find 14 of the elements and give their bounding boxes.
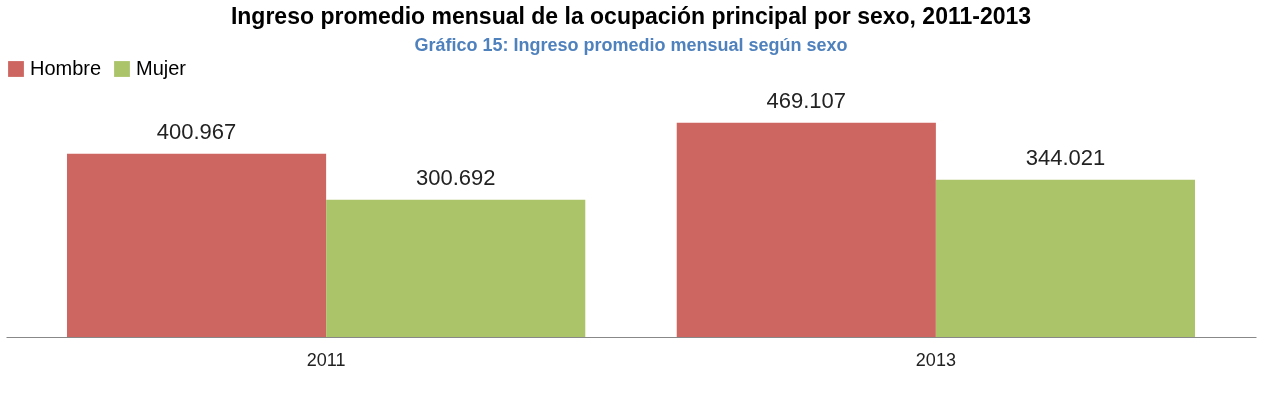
chart-title: Ingreso promedio mensual de la ocupación principal por sexo, 2011-2013 (230, 3, 1032, 29)
bar (326, 199, 586, 337)
bar (66, 153, 327, 337)
bar (676, 122, 936, 337)
x-tick-label: 2011 (306, 349, 346, 370)
bar (935, 179, 1196, 337)
text: Gráfico 15: Ingreso promedio mensual según sexo (414, 35, 848, 55)
data-label: 344.021 (1025, 144, 1106, 170)
data-label: 400.967 (156, 118, 237, 144)
legend-label: Mujer (136, 57, 187, 79)
x-tick-label: 2013 (915, 349, 956, 370)
data-label: 469.107 (766, 87, 847, 113)
legend-label: Hombre (30, 57, 102, 79)
data-label: 300.692 (415, 164, 496, 190)
